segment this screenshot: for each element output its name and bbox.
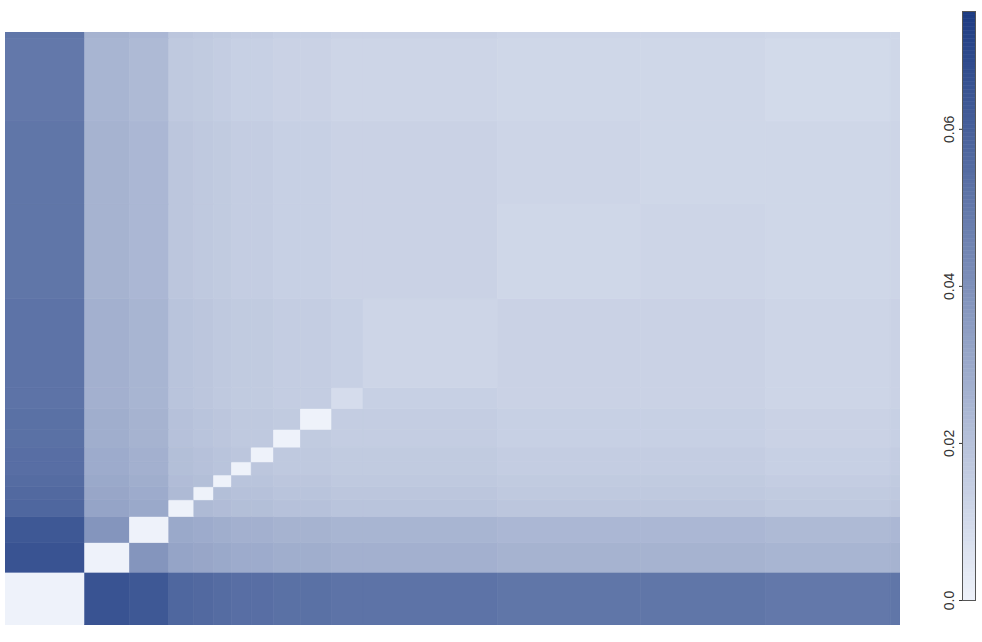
svg-text:0.02: 0.02 — [941, 430, 957, 457]
svg-text:0.04: 0.04 — [941, 273, 957, 300]
svg-text:0.0: 0.0 — [941, 591, 957, 611]
svg-text:0.06: 0.06 — [941, 115, 957, 142]
